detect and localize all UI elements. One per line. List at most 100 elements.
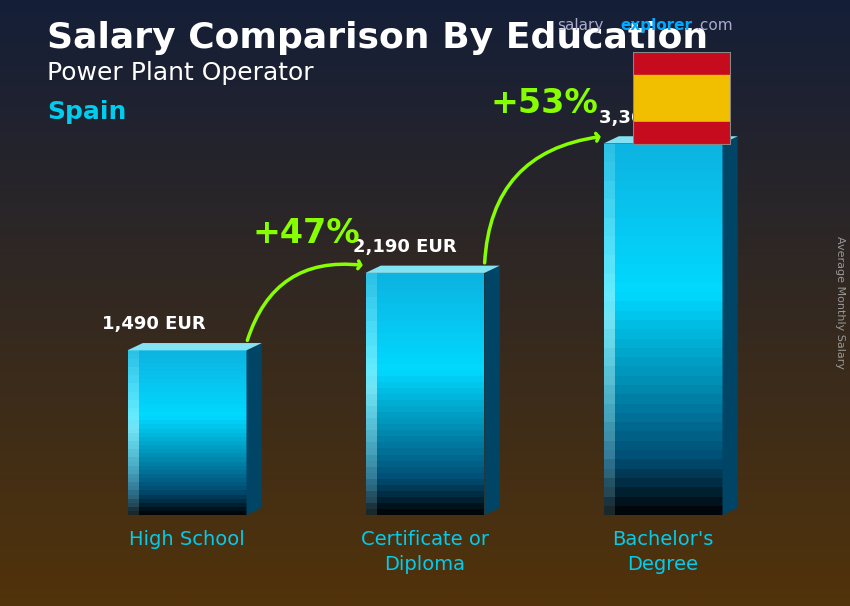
Bar [128,396,246,400]
Polygon shape [366,265,500,273]
Bar [128,424,139,433]
Bar [366,394,484,400]
Bar [128,391,246,396]
Bar [366,418,484,424]
Bar [366,273,377,285]
Text: +53%: +53% [490,87,598,121]
Bar [604,255,722,264]
Bar [128,379,246,383]
Bar [366,333,377,345]
Bar [128,470,246,474]
Text: .com: .com [695,18,733,33]
Bar [128,449,139,458]
Bar [128,400,139,408]
Bar [128,355,246,359]
Bar [366,309,484,315]
Bar [604,190,722,199]
Bar [366,364,484,370]
Bar [633,122,731,145]
Bar [128,445,246,449]
Polygon shape [128,343,262,350]
Bar [366,430,377,442]
Bar [604,264,722,273]
Text: Power Plant Operator: Power Plant Operator [47,61,314,85]
Bar [366,315,484,321]
Bar [604,199,615,218]
Bar [128,507,246,511]
Bar [366,442,377,454]
Bar [366,345,377,358]
Bar [366,291,484,297]
Bar [604,255,615,273]
Bar [128,428,246,433]
Polygon shape [246,343,262,515]
Bar [604,367,722,376]
Bar [366,279,484,285]
Bar [604,478,722,487]
Bar [128,465,139,474]
Bar [604,367,615,385]
Bar [366,376,484,382]
Bar [633,75,731,122]
Bar [604,218,722,227]
Bar [128,478,246,482]
Bar [128,424,246,428]
Text: 2,190 EUR: 2,190 EUR [353,238,456,256]
Bar [128,375,246,379]
Bar [604,329,722,339]
Bar [128,367,139,375]
Bar [604,181,615,199]
Text: salary: salary [557,18,604,33]
Text: Salary Comparison By Education: Salary Comparison By Education [47,21,708,55]
Bar [128,375,139,383]
Bar [366,412,484,418]
Bar [604,236,615,255]
Bar [128,350,139,359]
Bar [604,292,615,311]
Text: Spain: Spain [47,100,126,124]
Bar [604,320,722,329]
Bar [366,503,377,515]
Bar [604,283,722,292]
Bar [366,370,377,382]
Bar [604,339,722,348]
Bar [604,208,722,218]
Bar [604,441,615,459]
Bar [366,321,484,327]
Bar [366,436,484,442]
Bar [366,491,484,497]
Polygon shape [604,136,738,144]
Bar [128,499,139,507]
Bar [128,503,246,507]
Bar [604,162,722,171]
Bar [604,422,615,441]
Bar [366,448,484,454]
Bar [604,487,722,496]
Bar [128,499,246,503]
Bar [604,199,722,208]
Bar [604,413,722,422]
Bar [128,412,246,416]
Bar [128,441,246,445]
Bar [128,465,246,470]
Bar [604,245,722,255]
Bar [128,494,246,499]
Bar [366,406,377,418]
Bar [366,333,484,339]
Bar [604,422,722,431]
Bar [604,357,722,367]
Bar [128,474,246,478]
Bar [604,329,615,348]
Bar [604,292,722,301]
Bar [604,301,722,311]
Text: explorer: explorer [620,18,693,33]
Bar [604,311,722,320]
Bar [604,431,722,441]
Bar [366,394,377,406]
Bar [128,383,246,387]
Bar [604,181,722,190]
Bar [128,490,246,494]
Bar [128,359,139,367]
Bar [128,437,246,441]
Bar [604,404,615,422]
